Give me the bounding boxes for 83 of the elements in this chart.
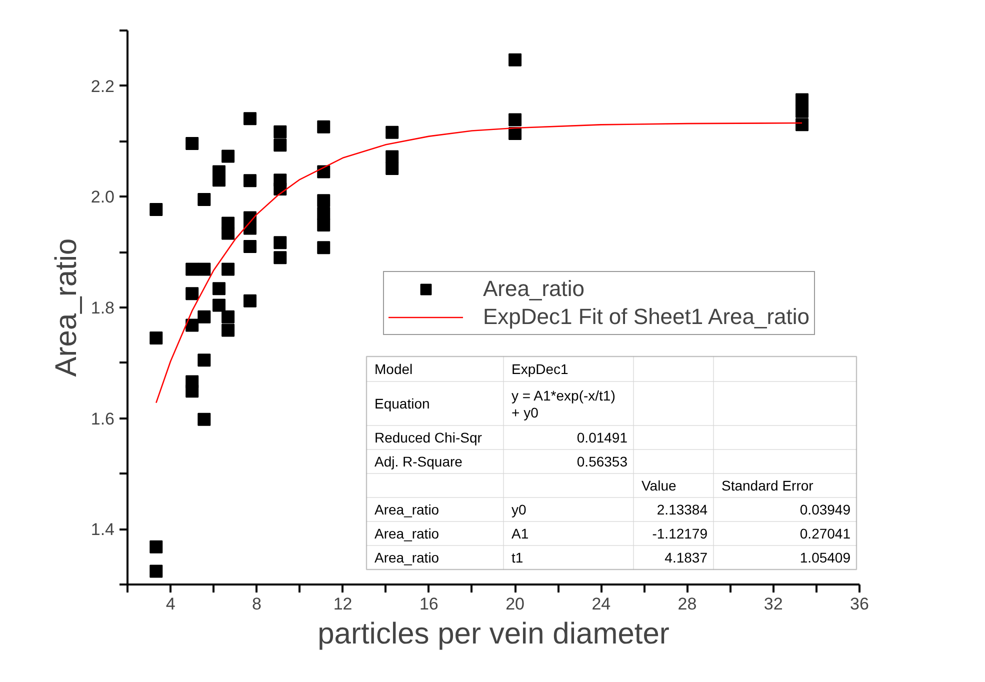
annotation: Area_ratio <box>374 526 440 542</box>
point <box>274 236 287 250</box>
x-tick-label: 16 <box>419 594 438 614</box>
text: Area_ratio <box>50 238 83 377</box>
point <box>796 118 809 132</box>
annotation: 0.01491 <box>576 430 628 446</box>
annotation: ExpDec1 <box>512 361 569 377</box>
x-tick-label: 4 <box>166 594 176 614</box>
annotation: Area_ratio <box>374 550 440 566</box>
point <box>508 127 522 140</box>
x-axis-title: particles per vein diameter <box>318 618 670 650</box>
x-tick-label: 36 <box>850 594 869 614</box>
annotation: Reduced Chi-Sqr <box>374 430 482 446</box>
legend-label: ExpDec1 Fit of Sheet1 Area_ratio <box>483 304 810 330</box>
point <box>198 310 211 324</box>
point <box>386 126 399 139</box>
point <box>244 240 256 254</box>
point <box>244 112 256 126</box>
point <box>274 138 287 152</box>
point <box>186 287 199 300</box>
point <box>198 354 211 367</box>
point <box>222 150 235 163</box>
annotation: Adj. R-Square <box>374 454 463 470</box>
point <box>198 192 211 206</box>
point <box>186 262 199 276</box>
point <box>244 222 256 235</box>
x-tick-label: 8 <box>252 594 262 614</box>
annotation: Model <box>374 361 413 377</box>
y-tick-label: 2.2 <box>90 76 115 96</box>
annotation: 0.27041 <box>800 526 851 542</box>
y-axis-title: Area_ratio <box>374 502 440 518</box>
point <box>150 331 163 344</box>
point <box>274 251 287 264</box>
legend-label: Area_ratio <box>483 276 585 302</box>
x-tick-label: 32 <box>764 594 783 614</box>
annotation: Standard Error <box>722 478 814 494</box>
y-tick-label: 1.8 <box>90 298 115 318</box>
point <box>274 182 287 196</box>
point <box>222 226 235 240</box>
annotation: -1.12179 <box>652 526 708 542</box>
point <box>244 294 256 308</box>
point <box>198 262 211 276</box>
point <box>186 318 199 332</box>
y-tick-label: 1.4 <box>90 520 115 540</box>
annotation: Value <box>642 478 676 494</box>
point <box>150 540 163 554</box>
annotation: y0 <box>512 502 526 518</box>
point <box>198 412 211 426</box>
point <box>244 174 256 188</box>
point <box>317 194 330 208</box>
point <box>317 120 330 134</box>
point <box>317 218 330 232</box>
annotation: 0.03949 <box>800 502 851 518</box>
annotation: A1 <box>512 526 529 542</box>
point <box>212 298 226 312</box>
point <box>508 113 522 126</box>
y-tick-label: 2.0 <box>90 188 115 207</box>
point <box>150 202 163 216</box>
annotation: 1.05409 <box>800 550 851 566</box>
point <box>796 104 809 118</box>
point <box>274 125 287 138</box>
annotation: Equation <box>374 396 430 412</box>
point <box>386 162 399 175</box>
point <box>186 384 199 398</box>
point <box>317 241 330 254</box>
point <box>222 324 235 337</box>
point <box>212 282 226 296</box>
point <box>508 53 522 66</box>
x-tick-label: 20 <box>506 594 524 614</box>
annotation: 4.1837 <box>664 550 708 566</box>
y-tick-label: 1.6 <box>90 409 115 428</box>
point <box>222 262 235 276</box>
point <box>150 564 163 578</box>
x-tick-label: 28 <box>678 594 697 614</box>
point <box>317 165 330 178</box>
annotation: y = A1*exp(-x/t1) + y0 <box>512 388 616 420</box>
x-tick-label: 12 <box>333 594 352 614</box>
annotation: t1 <box>512 550 524 566</box>
annotation: 0.56353 <box>576 454 628 470</box>
x-tick-label: 24 <box>592 594 611 614</box>
point <box>186 137 199 150</box>
point <box>222 310 235 324</box>
annotation: 2.13384 <box>656 502 708 518</box>
